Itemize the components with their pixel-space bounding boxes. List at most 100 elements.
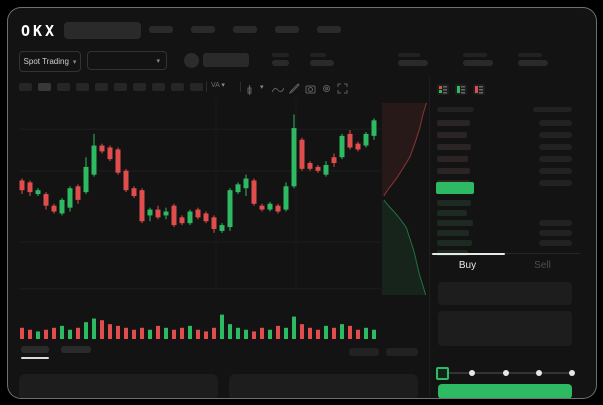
- depth-asks-area: [382, 102, 427, 196]
- slider-stop-50[interactable]: [502, 370, 509, 376]
- toolbar-divider: [240, 82, 241, 92]
- trade-tab-bar: Buy Sell: [430, 253, 580, 278]
- chevron-down-icon: ▾: [72, 58, 77, 66]
- candle-body: [195, 209, 201, 218]
- volume-bar: [180, 327, 184, 339]
- bid-row-price[interactable]: [437, 240, 472, 246]
- volume-bar: [212, 327, 216, 339]
- timeframe-button-0[interactable]: [19, 83, 32, 91]
- nav-item-2[interactable]: [233, 26, 257, 33]
- coin-avatar: [184, 53, 199, 68]
- bid-row-price[interactable]: [437, 200, 471, 206]
- depth-chart[interactable]: [382, 97, 429, 295]
- chart-footer-button-0[interactable]: [349, 348, 379, 356]
- depth-bids-area: [382, 199, 426, 295]
- volume-bar: [60, 325, 64, 339]
- bid-row-amount: [539, 240, 572, 246]
- ask-row-amount: [539, 156, 572, 162]
- candlestick-chart[interactable]: [19, 99, 381, 293]
- timeframe-button-6[interactable]: [133, 83, 146, 91]
- tab-buy[interactable]: Buy: [458, 260, 477, 271]
- slider-handle[interactable]: [436, 367, 449, 380]
- nav-item-4[interactable]: [317, 26, 341, 33]
- stat-value-2: [398, 60, 428, 66]
- bid-row-price[interactable]: [437, 230, 469, 236]
- timeframe-button-7[interactable]: [152, 83, 165, 91]
- volume-bar: [140, 327, 144, 339]
- volume-bar: [36, 331, 40, 339]
- tab-sell[interactable]: Sell: [534, 260, 551, 271]
- nav-item-1[interactable]: [191, 26, 215, 33]
- slider-stop-75[interactable]: [535, 370, 542, 376]
- right-panel: Buy Sell: [429, 76, 580, 398]
- candle-body: [171, 205, 177, 226]
- timeframe-button-9[interactable]: [190, 83, 203, 91]
- volume-bar: [132, 329, 136, 339]
- timeframe-button-4[interactable]: [95, 83, 108, 91]
- pair-selector-dropdown[interactable]: ▾: [87, 51, 167, 70]
- screenshot-tool[interactable]: [305, 81, 316, 99]
- stat-value-1: [310, 60, 334, 66]
- pencil-icon: [288, 83, 300, 95]
- ask-row-price[interactable]: [437, 168, 470, 174]
- ask-row-price[interactable]: [437, 144, 471, 150]
- active-tab-underline: [21, 357, 49, 359]
- ask-row-price[interactable]: [437, 132, 467, 138]
- price-input[interactable]: [438, 282, 572, 305]
- candle-body: [147, 209, 153, 216]
- ob-header-price: [437, 107, 474, 112]
- bid-row-price[interactable]: [437, 210, 467, 216]
- depth-asks-area-line: [383, 102, 428, 197]
- chart-footer-button-1[interactable]: [386, 348, 418, 356]
- volume-bar: [268, 329, 272, 339]
- chevron-down-icon[interactable]: ▾: [260, 84, 264, 91]
- amount-input[interactable]: [438, 311, 572, 346]
- ask-row-amount: [539, 144, 572, 150]
- book-asks-only-icon[interactable]: [473, 84, 485, 95]
- nav-item-0[interactable]: [149, 26, 173, 33]
- market-type-selector[interactable]: Spot Trading ▾: [19, 51, 81, 72]
- candle-body: [363, 133, 369, 146]
- stat-label-4: [518, 53, 542, 57]
- bid-row-price[interactable]: [437, 220, 473, 226]
- volume-bar: [300, 324, 304, 339]
- search-input[interactable]: [64, 22, 141, 39]
- orders-tab-1[interactable]: [61, 346, 91, 353]
- volume-bar: [276, 325, 280, 339]
- last-price-badge[interactable]: [436, 182, 474, 194]
- candle-body: [283, 186, 289, 210]
- volume-bar: [316, 329, 320, 339]
- volume-bar: [188, 325, 192, 339]
- candle-body: [155, 209, 161, 218]
- timeframe-button-1[interactable]: [38, 83, 51, 91]
- volume-bar: [92, 318, 96, 339]
- stat-value-3: [463, 60, 493, 66]
- orders-tab-0[interactable]: [21, 346, 49, 353]
- pair-name-placeholder: [203, 53, 249, 67]
- ask-row-price[interactable]: [437, 156, 468, 162]
- volume-bar: [164, 327, 168, 339]
- amount-slider[interactable]: [436, 367, 575, 380]
- nav-item-3[interactable]: [275, 26, 299, 33]
- overlay-selector[interactable]: VA ▾: [211, 82, 225, 90]
- timeframe-button-8[interactable]: [171, 83, 184, 91]
- candle-body: [227, 190, 233, 228]
- drawing-tool[interactable]: [288, 81, 300, 99]
- timeframe-button-2[interactable]: [57, 83, 70, 91]
- stat-label-3: [463, 53, 487, 57]
- slider-stop-25[interactable]: [469, 370, 476, 376]
- volume-bar: [292, 316, 296, 339]
- book-bids-only-icon[interactable]: [455, 84, 467, 95]
- timeframe-button-3[interactable]: [76, 83, 89, 91]
- buy-submit-button[interactable]: [438, 384, 572, 398]
- book-combined-icon[interactable]: [437, 84, 449, 95]
- chart-settings[interactable]: [321, 81, 332, 99]
- overlay-label: VA: [211, 82, 220, 89]
- ask-row-price[interactable]: [437, 120, 470, 126]
- fullscreen-toggle[interactable]: [337, 81, 348, 99]
- chart-style-selector[interactable]: [246, 82, 256, 100]
- volume-bar: [108, 324, 112, 339]
- timeframe-button-5[interactable]: [114, 83, 127, 91]
- indicator-tool[interactable]: [271, 82, 285, 100]
- slider-stop-100[interactable]: [569, 370, 575, 376]
